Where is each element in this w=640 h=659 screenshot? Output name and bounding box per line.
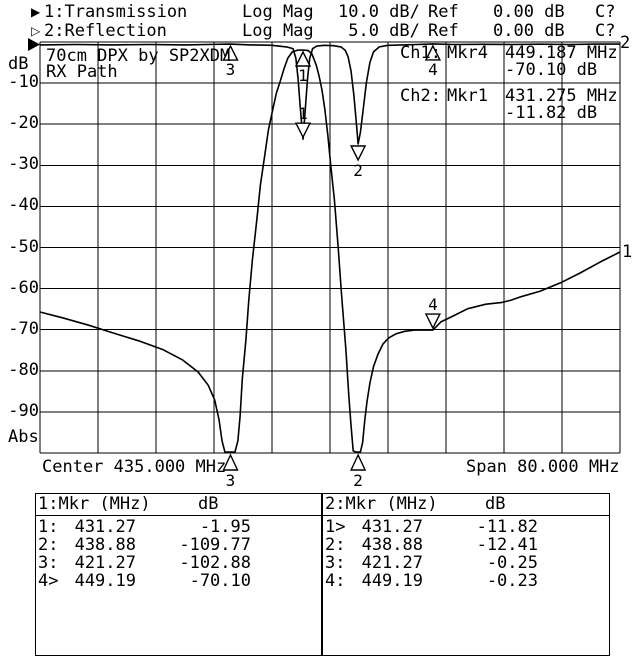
marker-freq-cell: 449.19 [74, 570, 136, 591]
marker-freq-cell: 421.27 [74, 552, 136, 573]
marker-table-row: 4> 449.19 -70.10 [36, 572, 321, 590]
marker-table-ch1-db-header: dB [198, 494, 219, 514]
marker-2-trace2-icon [349, 145, 367, 162]
channel2-format: Log Mag [242, 21, 314, 41]
marker-1-trace1-icon [294, 50, 312, 67]
chart-subtitle: RX Path [46, 62, 118, 82]
marker-db-cell: -109.77 [179, 534, 251, 555]
marker-db-cell: -70.10 [189, 570, 251, 591]
marker-m-cell: 2: [38, 534, 59, 555]
marker-table-row: 1> 431.27 -11.82 [323, 518, 609, 536]
y-tick-label: -70 [8, 318, 39, 339]
marker-table-row: 3: 421.27 -102.88 [36, 554, 321, 572]
marker-freq-cell: 438.88 [361, 534, 423, 555]
channel2-status: C? [595, 21, 616, 41]
y-tick-label: -40 [8, 195, 39, 216]
marker-freq-cell: 431.27 [361, 516, 423, 537]
marker-table-ch1: 1:Mkr (MHz) dB 1: 431.27 -1.95 2: 438.88 -109… [35, 493, 322, 656]
channel2-ref-value: 0.00 dB [493, 21, 565, 41]
channel2-scale: 5.0 dB/ [338, 21, 420, 41]
readout2-channel: Ch2: [400, 86, 441, 106]
marker-freq-cell: 449.19 [361, 570, 423, 591]
y-tick-label: -30 [8, 154, 39, 175]
marker-table-row: 3: 421.27 -0.25 [323, 554, 609, 572]
marker-table-row: 1: 431.27 -1.95 [36, 518, 321, 536]
chart-title: 70cm DPX by SP2XDM [46, 46, 231, 66]
readout1-channel: Ch1: [400, 43, 441, 63]
readout2-frequency: 431.275 MHz [505, 86, 618, 106]
marker-db-cell: -0.25 [486, 552, 538, 573]
marker-2-trace1-icon [350, 453, 367, 471]
marker-m-cell: 3: [325, 552, 346, 573]
marker-m-cell: 3: [38, 552, 59, 573]
active-channel-icon: ▶ [31, 5, 41, 19]
marker-db-cell: -12.41 [476, 534, 538, 555]
marker-db-cell: -0.23 [486, 570, 538, 591]
marker-m-cell: 1: [38, 516, 59, 537]
readout2-marker: Mkr1 [447, 86, 488, 106]
channel2-ref-label: Ref [428, 21, 459, 41]
y-axis-unit: dB [8, 54, 29, 74]
marker-db-cell: -102.88 [179, 552, 251, 573]
channel2-annotation: ▷ 2:Reflection Log Mag 5.0 dB/ Ref 0.00 … [0, 23, 640, 40]
marker-table-row: 2: 438.88 -12.41 [323, 536, 609, 554]
marker-db-cell: -11.82 [476, 516, 538, 537]
marker-3-trace1-label: 3 [226, 471, 236, 490]
span-label: Span 80.000 MHz [466, 457, 620, 477]
inactive-channel-icon: ▷ [31, 24, 41, 38]
readout2-level: -11.82 dB [505, 103, 598, 123]
trace1-id-label: 1 [622, 242, 633, 262]
marker-m-cell: 4> [38, 570, 59, 591]
marker-table-ch1-title: 1:Mkr (MHz) [38, 494, 151, 514]
marker-table-ch2-db-header: dB [485, 494, 506, 514]
marker-2-trace2-label: 2 [353, 161, 363, 180]
channel1-format: Log Mag [242, 2, 314, 22]
y-tick-label: -80 [8, 359, 39, 380]
marker-table-ch2: 2:Mkr (MHz) dB 1> 431.27 -11.82 2: 438.88 -12… [322, 493, 610, 656]
channel1-annotation: ▶ 1:Transmission Log Mag 10.0 dB/ Ref 0.… [0, 4, 640, 21]
marker-m-cell: 1> [325, 516, 346, 537]
marker-table-row: 2: 438.88 -109.77 [36, 536, 321, 554]
marker-1-trace1-label: 1 [298, 66, 308, 85]
y-tick-label: -50 [8, 236, 39, 257]
marker-table-ch2-title: 2:Mkr (MHz) [325, 494, 438, 514]
trace2-id-label: 2 [620, 33, 631, 53]
y-axis-bottom-label: Abs [8, 427, 39, 447]
channel1-scale: 10.0 dB/ [338, 2, 420, 22]
marker-m-cell: 4: [325, 570, 346, 591]
marker-4-trace1-label: 4 [428, 295, 438, 314]
readout1-marker: Mkr4 [447, 43, 488, 63]
marker-table-ch2-header: 2:Mkr (MHz) dB [323, 494, 609, 516]
marker-freq-cell: 431.27 [74, 516, 136, 537]
channel1-ref-value: 0.00 dB [493, 2, 565, 22]
y-tick-label: -20 [8, 113, 39, 134]
channel1-status: C? [595, 2, 616, 22]
channel1-ref-label: Ref [428, 2, 459, 22]
marker-m-cell: 2: [325, 534, 346, 555]
y-tick-label: -10 [8, 72, 39, 93]
marker-1-trace2-label: 1 [298, 104, 308, 123]
marker-table-ch1-header: 1:Mkr (MHz) dB [36, 494, 321, 516]
marker-freq-cell: 438.88 [74, 534, 136, 555]
marker-freq-cell: 421.27 [361, 552, 423, 573]
center-frequency-label: Center 435.000 MHz [42, 457, 227, 477]
readout1-frequency: 449.187 MHz [505, 43, 618, 63]
readout1-level: -70.10 dB [505, 60, 598, 80]
marker-table-row: 4: 449.19 -0.23 [323, 572, 609, 590]
marker-4-trace1-icon [424, 313, 442, 330]
y-tick-label: -60 [8, 277, 39, 298]
marker-1-trace2-icon [294, 122, 312, 139]
channel1-title: 1:Transmission [44, 2, 188, 22]
marker-2-trace1-label: 2 [353, 471, 363, 490]
channel2-title: 2:Reflection [44, 21, 167, 41]
y-tick-label: -90 [8, 400, 39, 421]
marker-db-cell: -1.95 [199, 516, 251, 537]
